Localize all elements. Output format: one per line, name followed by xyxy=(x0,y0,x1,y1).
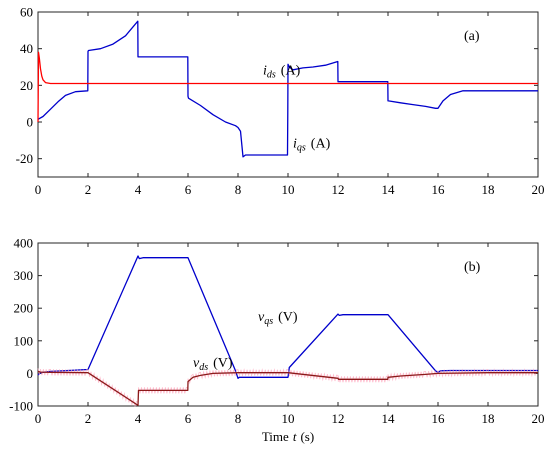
y-tick-label: 0 xyxy=(27,366,34,381)
x-tick-label: 10 xyxy=(282,182,295,197)
series-annotation: vds (V) xyxy=(193,356,233,373)
y-tick-label: -20 xyxy=(16,151,33,166)
x-tick-label: 0 xyxy=(35,182,42,197)
x-tick-label: 2 xyxy=(85,182,92,197)
series-annotation: ids (A) xyxy=(263,63,301,80)
series-0-line xyxy=(37,20,538,158)
x-tick-label: 14 xyxy=(382,411,396,426)
y-tick-label: 0 xyxy=(27,115,34,130)
x-tick-label: 4 xyxy=(135,411,142,426)
x-tick-label: 8 xyxy=(235,411,242,426)
x-tick-label: 6 xyxy=(185,411,192,426)
panel-label: (b) xyxy=(464,260,481,275)
x-tick-label: 18 xyxy=(482,182,495,197)
panel-a: 0 2 4 6 8 10 12 14 16 18 20 -20 0 20 40 60 ids (A) iqs (A) (… xyxy=(16,5,545,198)
x-tick-label: 12 xyxy=(332,411,345,426)
series-annotation: iqs (A) xyxy=(293,137,331,154)
x-tick-label: 12 xyxy=(332,182,345,197)
y-tick-label: 100 xyxy=(14,333,34,348)
series-1-line xyxy=(37,51,538,123)
x-tick-label: 20 xyxy=(532,182,545,197)
series-1-line xyxy=(37,370,538,406)
y-tick-label: 40 xyxy=(20,41,33,56)
series-0-line xyxy=(37,255,538,379)
x-tick-label: 2 xyxy=(85,411,92,426)
x-tick-label: 16 xyxy=(432,411,446,426)
x-tick-label: 8 xyxy=(235,182,242,197)
y-tick-label: 20 xyxy=(20,78,33,93)
x-axis-label: Time t (s) xyxy=(262,429,314,444)
x-tick-label: 10 xyxy=(282,411,295,426)
x-tick-label: 0 xyxy=(35,411,42,426)
x-tick-label: 18 xyxy=(482,411,495,426)
series-1-ripple xyxy=(37,368,537,407)
y-tick-label: 400 xyxy=(14,236,34,251)
panel-label: (a) xyxy=(464,29,480,44)
x-tick-label: 14 xyxy=(382,182,396,197)
x-tick-label: 4 xyxy=(135,182,142,197)
x-tick-label: 16 xyxy=(432,182,446,197)
y-tick-label: -100 xyxy=(9,399,33,414)
x-tick-label: 6 xyxy=(185,182,192,197)
series-annotation: vqs (V) xyxy=(258,310,298,327)
y-tick-label: 200 xyxy=(14,301,34,316)
y-tick-label: 60 xyxy=(20,5,33,20)
y-tick-label: 300 xyxy=(14,268,34,283)
x-tick-label: 20 xyxy=(532,411,545,426)
